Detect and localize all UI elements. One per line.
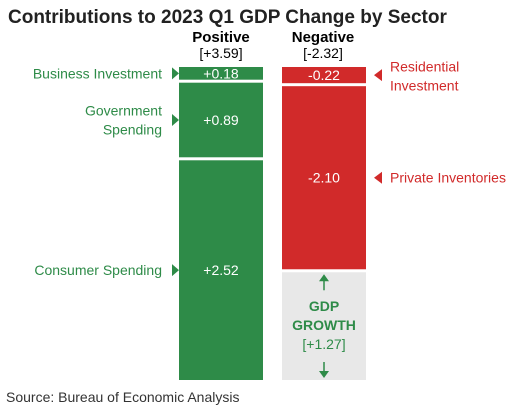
bar-business-investment <box>179 67 263 80</box>
positive-total: [+3.59] <box>199 45 242 61</box>
category-label-residential-investment: Residential <box>390 59 459 75</box>
gdp-growth-label: GROWTH <box>292 317 356 333</box>
source-note: Source: Bureau of Economic Analysis <box>6 389 239 405</box>
down-arrow-head-icon <box>319 371 329 378</box>
bar-residential-investment <box>282 67 366 84</box>
pointer-business-investment <box>172 67 179 80</box>
bar-private-inventories <box>282 86 366 270</box>
category-label-government-spending: Government <box>85 102 162 118</box>
value-label-residential-investment: -0.22 <box>308 67 340 83</box>
pointer-government-spending <box>172 113 179 126</box>
up-arrow-head-icon <box>319 274 329 282</box>
category-label-government-spending: Spending <box>103 121 162 137</box>
chart-title: Contributions to 2023 Q1 GDP Change by S… <box>8 7 447 28</box>
pointer-residential-investment <box>374 69 382 82</box>
gdp-growth-value: [+1.27] <box>302 336 345 352</box>
value-label-consumer-spending: +2.52 <box>203 262 239 278</box>
bars-layer: +0.18 Business Investment +0.89 Government S… <box>33 59 506 380</box>
gdp-growth-label: GDP <box>309 298 339 314</box>
category-label-residential-investment: Investment <box>390 78 459 94</box>
value-label-private-inventories: -2.10 <box>308 170 340 186</box>
negative-header: Negative <box>292 29 355 46</box>
gdp-growth-box: GDP GROWTH [+1.27] <box>282 272 366 380</box>
bar-government-spending <box>179 82 263 158</box>
value-label-business-investment: +0.18 <box>203 65 239 81</box>
pointer-private-inventories <box>374 171 382 184</box>
positive-header: Positive <box>192 29 250 46</box>
category-label-consumer-spending: Consumer Spending <box>34 262 162 278</box>
negative-total: [-2.32] <box>303 45 343 61</box>
pointer-consumer-spending <box>172 264 179 277</box>
category-label-private-inventories: Private Inventories <box>390 170 506 186</box>
category-label-business-investment: Business Investment <box>33 65 162 81</box>
value-label-government-spending: +0.89 <box>203 112 239 128</box>
bar-consumer-spending <box>179 160 263 380</box>
